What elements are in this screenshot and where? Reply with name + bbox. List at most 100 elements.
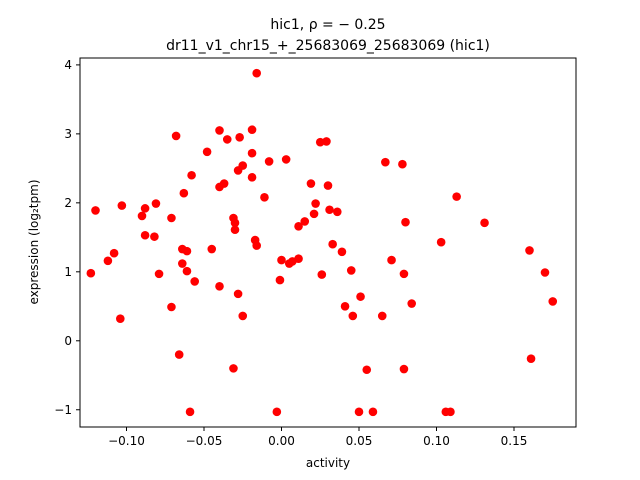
y-tick-label: 4	[64, 58, 72, 72]
data-point	[348, 311, 358, 321]
x-tick-label: −0.05	[186, 434, 223, 448]
data-point	[356, 292, 365, 301]
plot-frame	[79, 57, 577, 428]
data-point	[235, 133, 244, 142]
data-point	[116, 314, 125, 324]
x-tick-label: 0.10	[423, 434, 450, 448]
data-point	[381, 157, 390, 167]
data-point	[362, 365, 372, 375]
data-point	[252, 241, 261, 250]
data-point	[151, 199, 161, 208]
data-point	[452, 192, 461, 201]
data-point	[315, 137, 325, 147]
data-point	[323, 181, 333, 190]
data-point	[247, 148, 257, 158]
x-tick-label: −0.10	[108, 434, 145, 448]
data-point	[354, 407, 364, 417]
data-point	[103, 256, 113, 266]
data-point	[275, 275, 285, 285]
data-point	[230, 218, 240, 228]
data-point	[150, 232, 159, 241]
data-point	[306, 179, 316, 188]
x-axis-label: activity	[306, 456, 350, 470]
y-axis-label: expression (log₂tpm)	[27, 179, 41, 304]
data-point	[377, 311, 387, 321]
data-point	[117, 201, 127, 210]
data-point	[215, 282, 224, 291]
data-point	[480, 218, 489, 228]
data-point	[328, 239, 337, 249]
data-point	[317, 270, 327, 279]
data-point	[260, 193, 269, 202]
data-point	[187, 170, 196, 180]
y-tick-label: 3	[64, 127, 72, 141]
data-point	[233, 289, 243, 299]
y-tick-label: 0	[64, 334, 72, 348]
data-point	[281, 155, 291, 164]
y-tick-label: −1	[54, 403, 72, 417]
data-point	[311, 199, 320, 208]
data-point	[190, 277, 199, 286]
data-point	[337, 247, 347, 257]
data-point	[540, 268, 550, 277]
y-tick-label: 2	[64, 196, 72, 210]
data-point	[398, 159, 407, 169]
data-point	[252, 68, 261, 78]
data-point	[215, 126, 224, 135]
data-point	[333, 207, 342, 217]
data-point	[264, 157, 274, 166]
data-point	[179, 188, 189, 198]
data-point	[91, 206, 100, 215]
data-point	[399, 364, 409, 374]
data-point	[548, 297, 558, 306]
data-point	[294, 254, 303, 264]
data-point	[387, 255, 396, 265]
data-point	[277, 255, 286, 265]
data-point	[294, 221, 303, 231]
y-tick-label: 1	[64, 265, 72, 279]
data-point	[238, 311, 248, 321]
data-point	[207, 244, 217, 254]
data-point	[222, 135, 232, 144]
chart-title-line-1: hic1, ρ = − 0.25	[270, 17, 385, 33]
data-point	[171, 131, 181, 141]
data-point	[167, 213, 176, 223]
data-point	[238, 161, 248, 170]
x-tick-label: 0.05	[346, 434, 373, 448]
data-point	[436, 237, 446, 247]
y-axis-ticks: −1 0 1 2 3 4	[54, 58, 80, 417]
data-point	[86, 268, 96, 278]
data-point	[109, 248, 119, 258]
x-tick-label: 0.15	[501, 434, 528, 448]
data-point	[300, 217, 310, 226]
data-point	[272, 407, 282, 417]
data-point	[368, 407, 378, 417]
x-tick-label: 0.00	[268, 434, 295, 448]
data-point	[399, 269, 409, 279]
data-point	[178, 259, 187, 268]
data-point	[407, 299, 417, 308]
data-point	[229, 364, 238, 373]
data-points	[86, 68, 558, 417]
data-point	[185, 407, 195, 417]
data-point	[140, 230, 150, 240]
data-point	[202, 147, 212, 157]
data-point	[446, 407, 455, 417]
data-point	[325, 205, 334, 215]
data-point	[346, 266, 356, 275]
plot-area	[80, 58, 576, 427]
data-point	[174, 350, 184, 359]
data-point	[525, 246, 534, 255]
data-point	[309, 209, 319, 219]
chart-title-line-2: dr11_v1_chr15_+_25683069_25683069 (hic1)	[166, 38, 490, 54]
x-axis-ticks: −0.10 −0.05 0.00 0.05 0.10 0.15	[108, 427, 527, 448]
data-point	[140, 204, 150, 213]
data-point	[526, 354, 536, 364]
data-point	[247, 173, 257, 182]
data-point	[182, 266, 192, 276]
data-point	[219, 179, 229, 188]
data-point	[154, 269, 164, 279]
data-point	[167, 302, 176, 312]
data-point	[230, 225, 240, 235]
